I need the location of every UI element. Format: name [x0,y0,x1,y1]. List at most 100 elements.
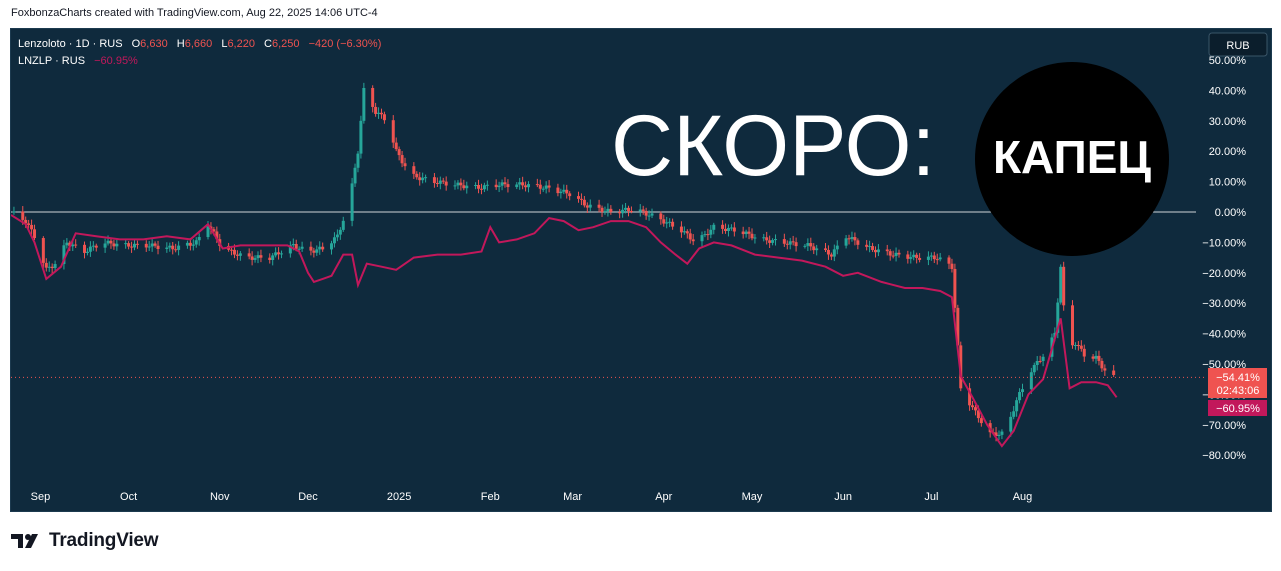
candle-body [1094,355,1098,359]
x-tick-label: Feb [481,491,500,503]
candle-body [973,407,977,411]
candle-body [565,189,569,194]
x-tick-label: Apr [655,491,672,503]
candle-body [950,263,954,269]
candle-body [230,249,234,251]
candle-body [153,243,157,246]
candle-body [871,246,875,250]
candle-body [524,185,528,188]
candle-body [659,213,663,220]
legend-close-value: 6,250 [272,38,300,50]
candle-body [809,243,813,247]
candle-body [382,114,386,121]
candle-body [432,177,436,183]
candle-body [824,248,828,250]
x-tick-label: Aug [1013,491,1033,503]
candle-body [238,253,242,256]
candle-body [115,243,119,247]
candle-body [103,243,107,248]
candle-body [582,199,586,206]
candle-body [1062,266,1066,306]
x-tick-label: Dec [298,491,318,503]
candle-body [803,245,807,247]
tradingview-brand: TradingView [49,530,159,551]
candle-body [709,229,713,235]
candle-body [288,245,292,254]
candle-body [1021,389,1025,393]
candle-body [300,246,304,249]
legend-compare: LNZLP · RUS −60.95% [18,55,138,67]
candle-body [1009,416,1013,432]
candle-body [12,211,16,213]
overlay-badge [975,62,1169,256]
candle-body [462,185,466,189]
candle-body [762,237,766,239]
candle-body [477,185,481,189]
legend-low-value: 6,220 [227,38,255,50]
candle-body [147,246,151,248]
candle-body [132,243,136,248]
candle-body [1076,345,1080,347]
chart-area[interactable]: СКОРО: КАПЕЦ Lenzoloto · 1D · RUS O6,630… [10,28,1272,512]
candle-body [621,209,625,214]
candle-body [1015,400,1019,412]
candle-body [527,184,531,188]
candle-body [253,258,257,260]
candle-body [315,249,319,253]
currency-button[interactable] [1208,32,1268,57]
candle-body [88,246,92,252]
candle-body [65,242,69,246]
candle-body [1103,368,1107,371]
candle-body [906,254,910,259]
candle-body [459,182,463,186]
candle-body [280,253,284,255]
candle-body [1038,361,1042,363]
y-tick-label: 20.00% [1209,146,1247,158]
chart-canvas[interactable]: СКОРО: КАПЕЦ Lenzoloto · 1D · RUS O6,630… [11,29,1271,511]
candle-body [341,220,345,230]
candle-body [232,249,236,255]
candle-body [83,244,87,253]
candle-body [435,182,439,184]
candle-body [312,250,316,253]
candle-body [835,245,839,250]
candle-body [212,229,216,232]
candle-body [544,185,548,189]
candle-body [1071,305,1075,346]
candle-body [644,210,648,216]
candle-body [259,255,263,258]
candle-body [647,215,651,217]
compare-price-label [1208,400,1267,416]
x-tick-label: Nov [210,491,230,503]
y-tick-label: 50.00% [1209,55,1247,67]
overlay-badge-text: КАПЕЦ [993,131,1151,183]
candle-body [191,244,195,246]
candle-body [297,248,301,250]
x-tick-label: 2025 [387,491,411,503]
candle-body [976,410,980,419]
candle-body [665,222,669,224]
compare-price-pct: −60.95% [1216,403,1260,415]
candle-body [391,120,395,143]
candle-body [24,219,28,224]
candle-body [74,244,78,246]
candle-body [847,238,851,240]
candle-body [876,249,880,253]
candle-body [753,237,757,239]
candle-body [171,245,175,250]
candle-body [335,234,339,238]
candle-body [338,229,342,235]
y-tick-label: 0.00% [1215,207,1246,219]
candle-body [926,256,930,260]
candle-body [618,212,622,214]
candle-body [127,243,131,247]
candle-body [741,231,745,235]
candle-body [377,112,381,114]
candle-body [609,208,613,213]
candle-body [685,231,689,234]
candle-body [850,237,854,239]
candle-body [556,187,560,194]
legend-high-value: 6,660 [185,38,213,50]
candle-body [518,182,522,185]
candle-body [650,213,654,216]
